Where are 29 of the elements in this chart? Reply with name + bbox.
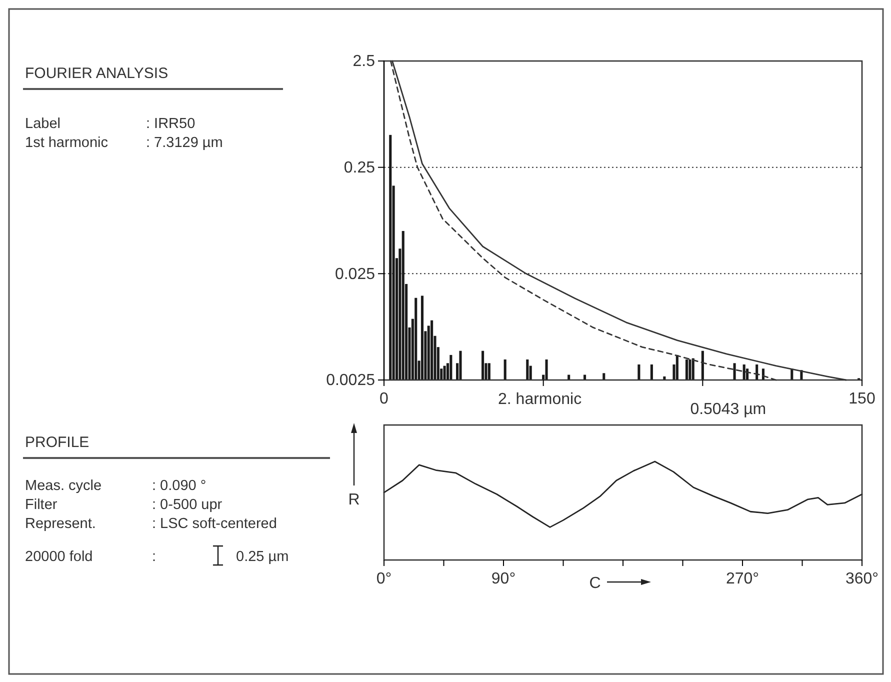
text: 20000 fold [25, 549, 93, 565]
text: : 0-500 upr [152, 497, 222, 513]
x-tick-label: 90° [491, 570, 516, 588]
text: : 7.3129 µm [146, 135, 223, 151]
x-axis-title: 2. harmonic [498, 391, 582, 408]
x-tick-label: 0° [376, 570, 392, 588]
x-tick-label: 360° [845, 570, 879, 588]
y-tick-label: 2.5 [352, 53, 376, 70]
text: Label [25, 116, 60, 132]
text: 0.5043 µm [690, 401, 766, 418]
text: : LSC soft-centered [152, 516, 277, 532]
y-tick-label: 0.25 [344, 159, 376, 176]
x-tick-label: 270° [726, 570, 760, 588]
y-axis-title: R [348, 492, 360, 508]
text: 0.25 µm [236, 549, 289, 565]
text: : IRR50 [146, 116, 196, 132]
text: Represent. [25, 516, 96, 532]
text: 1st harmonic [25, 135, 108, 151]
text: FOURIER ANALYSIS [25, 65, 168, 82]
text: : [152, 549, 156, 565]
x-tick-label: 150 [848, 390, 876, 408]
text: Filter [25, 497, 58, 513]
x-axis-title: C [589, 575, 601, 592]
text: : 0.090 ° [152, 478, 206, 494]
text: PROFILE [25, 434, 90, 451]
text: Meas. cycle [25, 478, 102, 494]
x-tick-label: 0 [380, 390, 389, 408]
y-tick-label: 0.0025 [326, 372, 376, 390]
y-tick-label: 0.025 [334, 266, 376, 283]
